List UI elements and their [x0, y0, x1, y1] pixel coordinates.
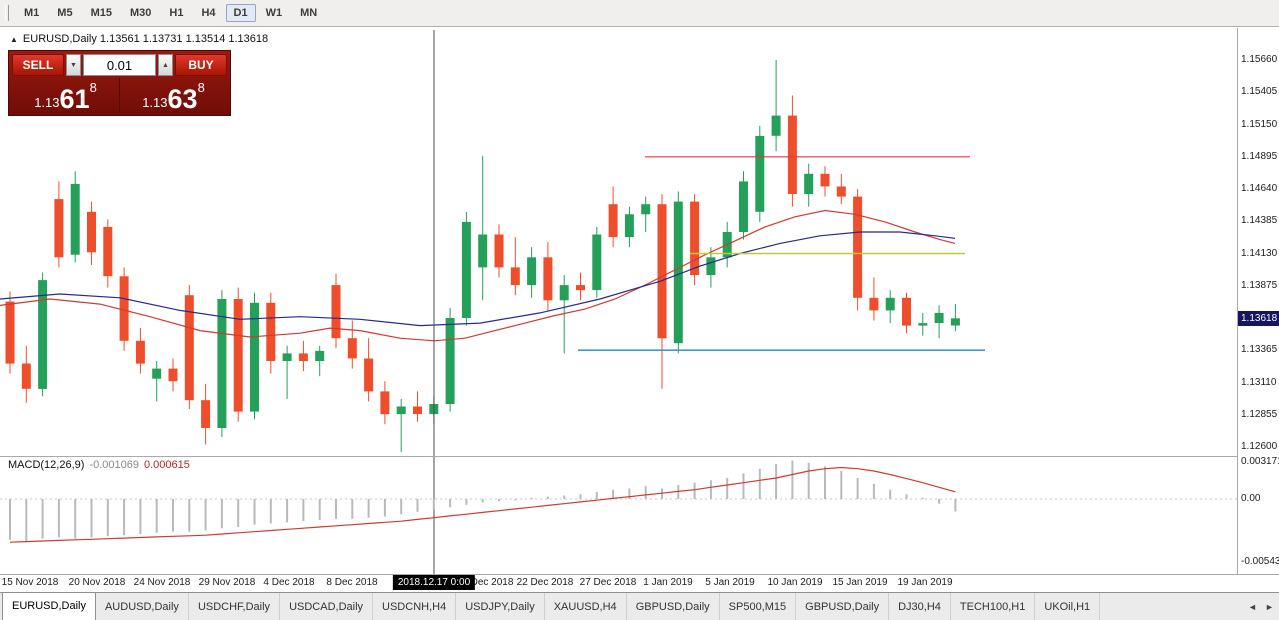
candles-layer [5, 60, 960, 453]
chart-macd-splitter[interactable] [0, 456, 1279, 457]
timeframe-button-h1[interactable]: H1 [169, 7, 184, 19]
time-axis-label: 10 Jan 2019 [767, 577, 823, 588]
sell-price-display[interactable]: 1.13 61 8 [12, 78, 120, 115]
timeframe-button-h4[interactable]: H4 [201, 7, 216, 19]
chart-tab-sp500-m15[interactable]: SP500,M15 [720, 593, 797, 620]
chart-tab-tech100-h1[interactable]: TECH100,H1 [951, 593, 1036, 620]
chart-tabs-bar: EURUSD,Daily AUDUSD,Daily USDCHF,Daily USDC… [0, 592, 1279, 620]
chart-tab-usdcad-daily[interactable]: USDCAD,Daily [280, 593, 374, 620]
tabs-scroll-left-icon[interactable]: ◄ [1248, 601, 1257, 612]
price-axis-label: 1.14130 [1241, 247, 1278, 259]
ma-fast-red-line[interactable] [0, 209, 956, 342]
time-axis-label: 27 Dec 2018 [579, 577, 637, 588]
price-axis-label: 1.13110 [1241, 376, 1277, 388]
buy-price-big: 63 [167, 84, 198, 115]
chart-tab-ukoil-h1[interactable]: UKOil,H1 [1035, 593, 1101, 620]
timeframe-button-d1[interactable]: D1 [225, 4, 256, 22]
macd-signal-value: 0.000615 [143, 459, 190, 471]
price-axis-label: 1.15150 [1241, 118, 1278, 130]
ma-slow-blue-line[interactable] [0, 231, 956, 327]
current-price-badge: 1.13618 [1238, 311, 1279, 327]
timeframe-toolbar-buttons: M1 M5 M15 M30 H1 H4 D1 W1 MN [15, 4, 326, 22]
time-axis-label: 20 Nov 2018 [68, 577, 126, 588]
lot-size-input[interactable]: 0.01 [83, 54, 156, 76]
price-axis-label: 1.15405 [1241, 86, 1278, 98]
tabs-scroll-controls: ◄ ► [1244, 593, 1278, 620]
time-axis-label: 5 Jan 2019 [705, 577, 755, 588]
price-axis-label: 1.14385 [1241, 215, 1278, 227]
price-axis-label: 1.13875 [1241, 279, 1278, 291]
chart-tab-gbpusd-daily[interactable]: GBPUSD,Daily [796, 593, 890, 620]
time-axis-separator [0, 574, 1279, 575]
price-axis-label: 1.14640 [1241, 183, 1278, 194]
macd-signal-line [9, 466, 956, 543]
toolbar-grip[interactable] [5, 5, 9, 21]
sell-price-prefix: 1.13 [34, 95, 60, 110]
time-axis-label: Dec 2018 [470, 577, 514, 588]
timeframe-button-m1[interactable]: M1 [24, 7, 40, 19]
macd-axis-label: 0.003171 [1241, 456, 1279, 467]
crosshair-date-label: 2018.12.17 0:00 [392, 575, 476, 590]
ohlc-text: EURUSD,Daily 1.13561 1.13731 1.13514 1.1… [22, 33, 269, 45]
price-axis[interactable]: 1.13618 1.15660 1.15405 1.15150 1.14895 1.14… [1238, 28, 1279, 574]
price-axis-label: 1.13365 [1241, 344, 1278, 356]
macd-histogram [9, 460, 957, 541]
buy-price-display[interactable]: 1.13 63 8 [120, 78, 227, 115]
timeframe-button-m30[interactable]: M30 [129, 7, 152, 19]
timeframe-toolbar: M1 M5 M15 M30 H1 H4 D1 W1 MN [0, 0, 1279, 27]
buy-price-sup: 8 [197, 80, 205, 95]
chart-tab-gbpusd-daily[interactable]: GBPUSD,Daily [627, 593, 720, 620]
time-axis[interactable]: 2018.12.17 0:00 15 Nov 2018 20 Nov 2018 24… [0, 575, 1237, 592]
lot-decrease-button[interactable]: ▼ [66, 54, 81, 76]
chart-tab-xauusd-h4[interactable]: XAUUSD,H4 [545, 593, 627, 620]
time-axis-label: 19 Jan 2019 [897, 577, 953, 588]
timeframe-button-m5[interactable]: M5 [57, 7, 73, 19]
price-axis-separator [1237, 28, 1238, 574]
time-axis-label: 8 Dec 2018 [326, 577, 378, 588]
time-axis-label: 24 Nov 2018 [133, 577, 191, 588]
one-click-collapse-icon[interactable]: ▲ [10, 35, 18, 44]
timeframe-button-m15[interactable]: M15 [90, 7, 112, 19]
time-axis-label: 22 Dec 2018 [516, 577, 574, 588]
buy-button[interactable]: BUY [175, 54, 227, 76]
chart-tab-usdchf-daily[interactable]: USDCHF,Daily [189, 593, 281, 620]
sell-button[interactable]: SELL [12, 54, 64, 76]
time-axis-label: 29 Nov 2018 [198, 577, 256, 588]
chart-tab-audusd-daily[interactable]: AUDUSD,Daily [96, 593, 189, 620]
macd-name: MACD(12,26,9) [8, 459, 85, 471]
chart-tab-eurusd-daily[interactable]: EURUSD,Daily [2, 593, 96, 620]
price-axis-label: 1.15660 [1241, 54, 1278, 65]
chart-tab-dj30-h4[interactable]: DJ30,H4 [889, 593, 951, 620]
price-axis-label: 1.14895 [1241, 150, 1278, 162]
time-axis-label: 15 Jan 2019 [832, 577, 888, 588]
chart-tab-usdcnh-h4[interactable]: USDCNH,H4 [373, 593, 457, 620]
trade-panel-controls: SELL ▼ 0.01 ▲ BUY [12, 54, 227, 76]
macd-axis-label: -0.005430 [1241, 556, 1279, 568]
macd-indicator-label: MACD(12,26,9) -0.001069 0.000615 [8, 459, 190, 471]
trade-panel-prices: 1.13 61 8 1.13 63 8 [12, 78, 227, 115]
chart-tab-usdjpy-daily[interactable]: USDJPY,Daily [456, 593, 545, 620]
chart-tabs: EURUSD,Daily AUDUSD,Daily USDCHF,Daily USDC… [0, 593, 1241, 620]
timeframe-button-w1[interactable]: W1 [265, 7, 283, 19]
time-axis-label: 4 Dec 2018 [263, 577, 315, 588]
macd-axis-label: 0.00 [1241, 493, 1261, 504]
sell-price-sup: 8 [89, 80, 97, 95]
sell-price-big: 61 [59, 84, 90, 115]
timeframe-button-mn[interactable]: MN [300, 7, 318, 19]
ohlc-header: ▲ EURUSD,Daily 1.13561 1.13731 1.13514 1.… [10, 33, 268, 45]
tabs-scroll-right-icon[interactable]: ► [1265, 601, 1274, 612]
price-axis-label: 1.12855 [1241, 408, 1278, 420]
lot-increase-button[interactable]: ▲ [158, 54, 173, 76]
time-axis-label: 1 Jan 2019 [643, 577, 693, 588]
one-click-trading-panel: SELL ▼ 0.01 ▲ BUY 1.13 61 8 1.13 63 8 [8, 50, 231, 116]
buy-price-prefix: 1.13 [142, 95, 168, 110]
price-axis-label: 1.12600 [1241, 441, 1278, 452]
time-axis-label: 15 Nov 2018 [1, 577, 59, 588]
macd-main-value: -0.001069 [89, 459, 139, 471]
